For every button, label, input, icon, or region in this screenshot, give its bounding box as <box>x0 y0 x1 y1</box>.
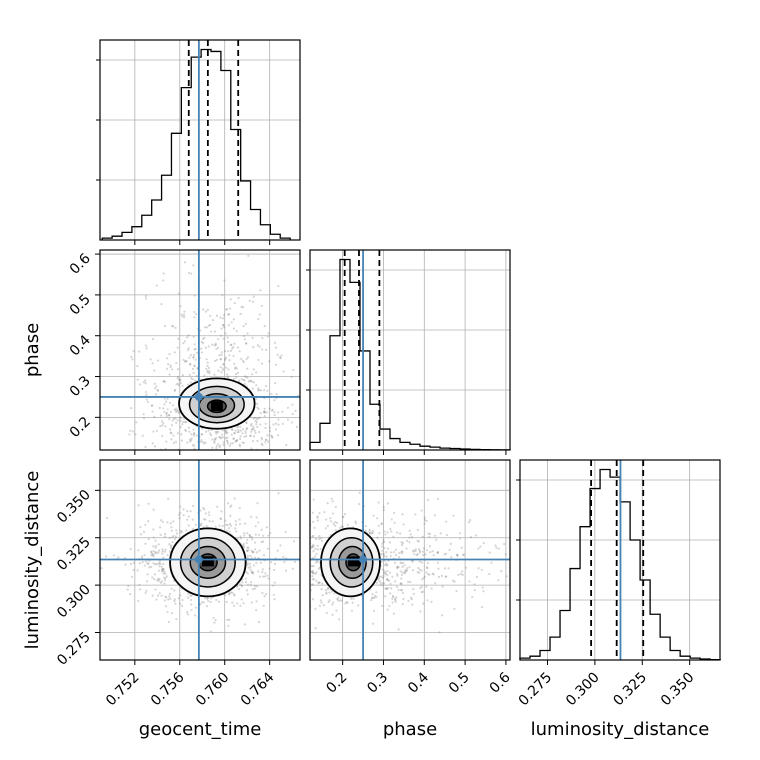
x-tick-label: 0.752 <box>103 670 143 710</box>
x-axis-label-luminosity-distance: luminosity_distance <box>531 719 710 740</box>
y-axis-label-phase: phase <box>22 323 43 377</box>
y-tick-label: 0.275 <box>54 629 94 669</box>
x-tick-label: 0.756 <box>148 669 188 709</box>
y-axis-label-luminosity-distance: luminosity_distance <box>22 471 43 650</box>
panel-frame <box>99 249 301 451</box>
panels: 0.20.30.40.50.60.2750.3000.3250.3500.752… <box>54 39 721 710</box>
panel-luminosity_distance-hist: 0.275 0.300 0.325 0.350 <box>516 459 721 710</box>
x-tick-label: 0.275 <box>516 670 556 710</box>
panel-frame <box>99 39 301 241</box>
x-tick-label: 0.350 <box>658 670 698 710</box>
panel-geocent_time-hist <box>96 39 301 245</box>
density-peak <box>201 556 214 567</box>
x-axis-label-geocent-time: geocent_time <box>139 719 262 740</box>
panel-frame <box>309 249 511 451</box>
panel-frame <box>519 459 721 661</box>
truth-point <box>194 392 203 401</box>
x-tick-label: 0.760 <box>193 670 233 710</box>
panel-phase-hist <box>306 249 511 455</box>
panel-phase-vs-luminosity_distance: 0.2 0.3 0.4 0.5 0.6 <box>309 459 514 697</box>
histogram-geocent_time <box>101 48 291 240</box>
panel-frame <box>99 459 301 661</box>
panel-frame <box>309 459 511 661</box>
y-tick-label: 0.350 <box>54 487 94 527</box>
panel-geocent_time-vs-luminosity_distance: 0.275 0.300 0.325 0.350 0.752 0.756 0.760 0.764 <box>54 459 301 710</box>
x-tick-label: 0.325 <box>610 670 650 710</box>
y-tick-label: 0.2 <box>67 414 94 441</box>
truth-point <box>359 555 368 564</box>
x-tick-label: 0.2 <box>323 670 350 697</box>
x-tick-label: 0.764 <box>238 669 278 709</box>
x-tick-label: 0.300 <box>563 670 603 710</box>
y-tick-label: 0.300 <box>54 582 94 622</box>
histogram-phase <box>309 258 511 451</box>
panel-geocent_time-vs-phase: 0.2 0.3 0.4 0.5 0.6 <box>67 249 301 455</box>
x-axis-label-phase: phase <box>383 719 437 740</box>
y-tick-label: 0.325 <box>54 534 94 574</box>
y-tick-label: 0.3 <box>67 373 94 400</box>
density-peak <box>348 556 361 567</box>
y-tick-label: 0.6 <box>67 251 94 278</box>
truth-point <box>194 555 203 564</box>
x-tick-label: 0.6 <box>487 669 514 696</box>
y-tick-label: 0.5 <box>67 291 94 318</box>
x-tick-label: 0.3 <box>364 670 391 697</box>
x-tick-label: 0.5 <box>446 670 473 697</box>
x-tick-label: 0.4 <box>405 669 432 696</box>
density-peak <box>210 401 223 412</box>
y-tick-label: 0.4 <box>67 332 94 359</box>
